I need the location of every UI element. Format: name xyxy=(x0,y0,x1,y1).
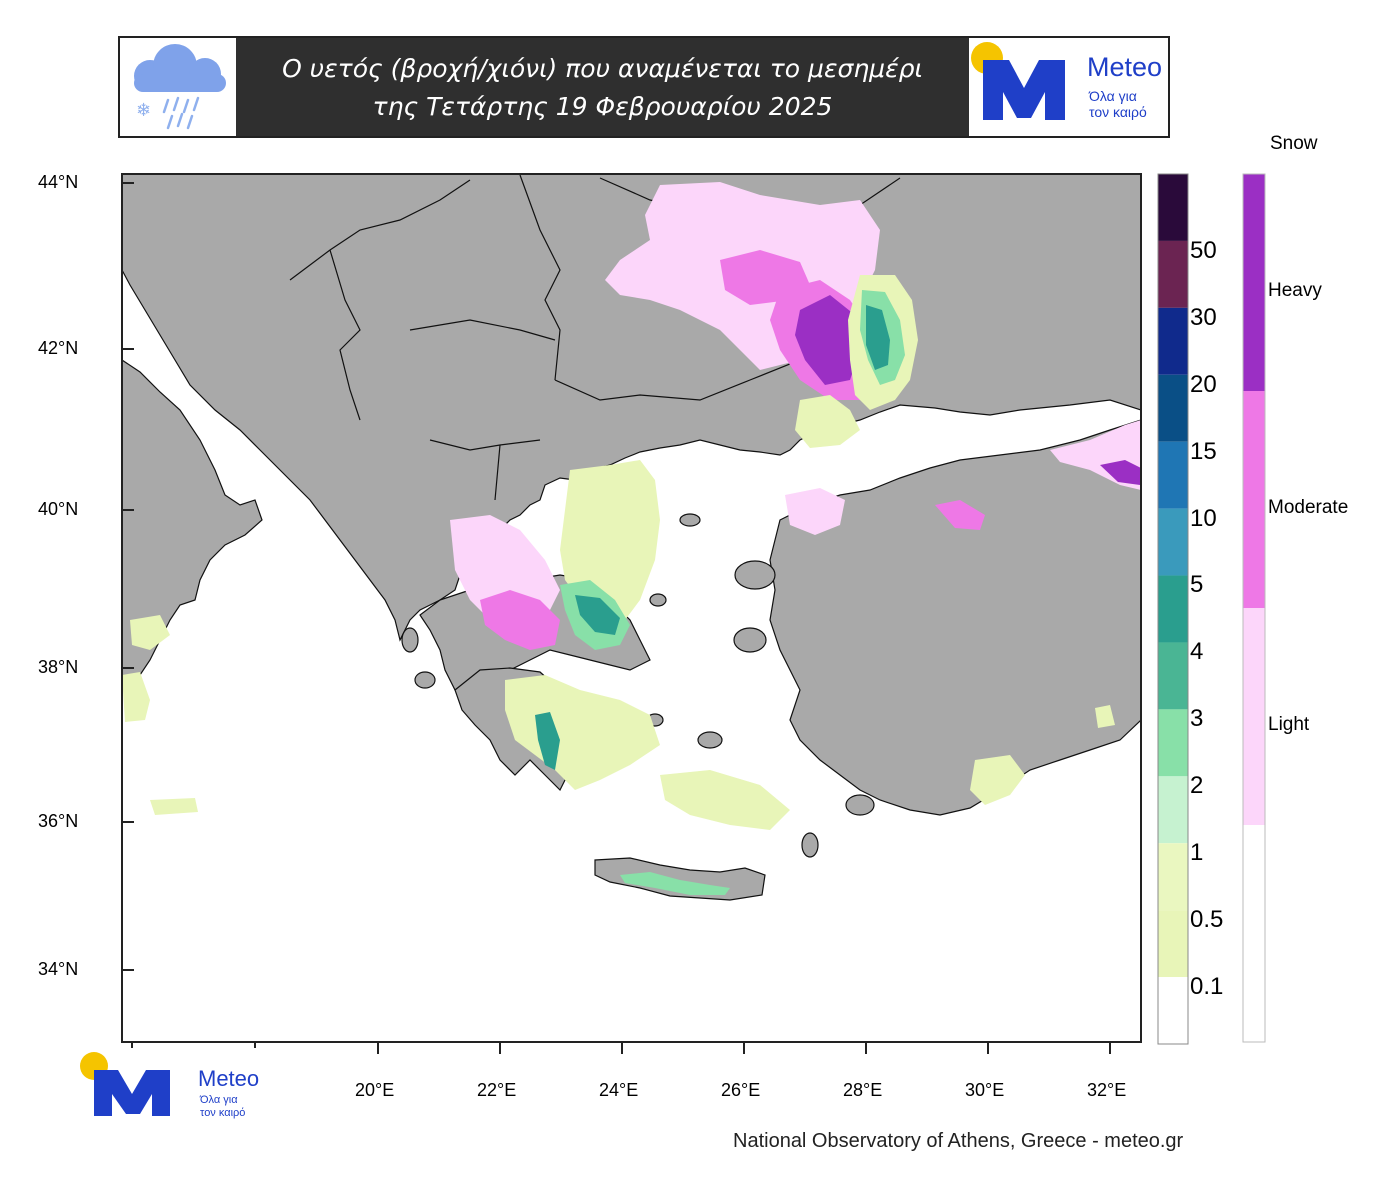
precip-label-0-5: 0.5 xyxy=(1190,906,1224,933)
lat-ticks xyxy=(122,182,134,971)
title-line-2: της Τετάρτης 19 Φεβρουαρίου 2025 xyxy=(372,92,833,121)
precip-label-4: 4 xyxy=(1190,638,1204,665)
snow-colorbar-segment xyxy=(1243,825,1265,1042)
precip-colorbar-frame xyxy=(1157,173,1189,1045)
precip-label-30: 30 xyxy=(1190,304,1217,331)
precip-label-3: 3 xyxy=(1190,705,1204,732)
meteo-logo-icon xyxy=(971,42,1065,120)
lat-label-40n: 40°N xyxy=(38,499,79,519)
lat-label-38n: 38°N xyxy=(38,657,79,677)
map-frame xyxy=(121,173,1142,1043)
lon-label-26e: 26°E xyxy=(721,1080,761,1100)
lat-label-36n: 36°N xyxy=(38,811,79,831)
precip-colorbar-segment xyxy=(1158,174,1188,241)
lon-label-22e: 22°E xyxy=(477,1080,517,1100)
precip-colorbar-segment xyxy=(1158,709,1188,777)
lat-label-42n: 42°N xyxy=(38,338,79,358)
credit-text: National Observatory of Athens, Greece -… xyxy=(733,1130,1184,1152)
precip-label-20: 20 xyxy=(1190,371,1217,398)
header-banner: ❄ Ο υετός (βροχή/χιόνι) που αναμένεται τ… xyxy=(118,36,1170,138)
weather-icon-box: ❄ xyxy=(120,38,236,136)
precip-label-50: 50 xyxy=(1190,237,1217,264)
lat-label-44n: 44°N xyxy=(38,172,79,192)
meteo-logo-icon xyxy=(80,1052,170,1116)
precip-label-1: 1 xyxy=(1190,839,1204,866)
lat-label-34n: 34°N xyxy=(38,959,79,979)
logo-tagline-bottom-1: Όλα για xyxy=(200,1094,238,1106)
precip-label-10: 10 xyxy=(1190,505,1217,532)
precip-colorbar-segment xyxy=(1158,575,1188,643)
snow-colorbar-segment xyxy=(1243,391,1265,608)
precip-colorbar-segment xyxy=(1158,776,1188,844)
snow-colorbar-title: Snow xyxy=(1270,133,1318,154)
meteo-logo-top: Meteo Όλα για τον καιρό xyxy=(969,38,1168,136)
precipitation-overlay xyxy=(122,182,1141,895)
logo-tagline-bottom-2: τον καιρό xyxy=(200,1107,246,1119)
snow-colorbar-segment xyxy=(1243,608,1265,825)
snow-label-light: Light xyxy=(1268,714,1310,735)
precip-colorbar-segment xyxy=(1158,910,1188,978)
aegean-islands xyxy=(401,513,875,858)
logo-tagline-2: τον καιρό xyxy=(1089,104,1147,120)
precip-colorbar xyxy=(1157,173,1189,1045)
precip-colorbar-segment xyxy=(1158,441,1188,509)
precip-colorbar-segment xyxy=(1158,374,1188,442)
cloud-rain-snow-icon: ❄ xyxy=(134,44,226,130)
precip-colorbar-segment xyxy=(1158,843,1188,911)
land-italy xyxy=(122,359,263,681)
precip-label-2: 2 xyxy=(1190,772,1204,799)
snow-colorbar-segment xyxy=(1243,174,1265,391)
lon-label-32e: 32°E xyxy=(1087,1080,1127,1100)
precip-label-15: 15 xyxy=(1190,438,1217,465)
snow-label-moderate: Moderate xyxy=(1268,497,1349,518)
precip-colorbar-segment xyxy=(1158,642,1188,710)
snow-colorbar-frame xyxy=(1242,173,1266,1043)
lon-label-20e: 20°E xyxy=(355,1080,395,1100)
svg-text:❄: ❄ xyxy=(136,100,151,121)
lon-label-28e: 28°E xyxy=(843,1080,883,1100)
title-line-1: Ο υετός (βροχή/χιόνι) που αναμένεται το … xyxy=(282,54,923,83)
logo-brand-bottom: Meteo xyxy=(198,1066,260,1091)
lon-ticks xyxy=(131,1042,1111,1054)
precip-label-5: 5 xyxy=(1190,571,1204,598)
precip-colorbar-segment xyxy=(1158,307,1188,375)
precip-colorbar-segment xyxy=(1158,240,1188,308)
lon-label-24e: 24°E xyxy=(599,1080,639,1100)
logo-brand: Meteo xyxy=(1087,52,1163,82)
precip-colorbar-segment xyxy=(1158,977,1188,1044)
snow-colorbar xyxy=(1242,173,1266,1043)
lon-label-30e: 30°E xyxy=(965,1080,1005,1100)
logo-tagline-1: Όλα για xyxy=(1089,88,1137,104)
meteo-logo-bottom: Meteo Όλα για τον καιρό xyxy=(78,1050,278,1125)
snow-label-heavy: Heavy xyxy=(1268,280,1322,301)
precip-colorbar-segment xyxy=(1158,508,1188,576)
map-title: Ο υετός (βροχή/χιόνι) που αναμένεται το … xyxy=(236,38,969,136)
precip-label-0-1: 0.1 xyxy=(1190,973,1224,1000)
